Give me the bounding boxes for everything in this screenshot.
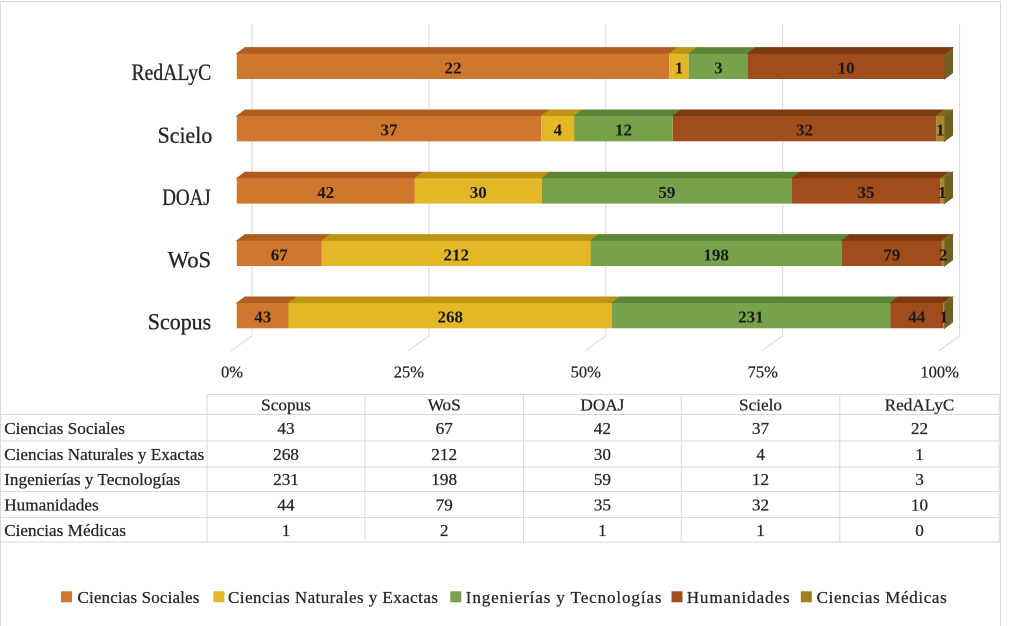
svg-text:79: 79 [436, 496, 453, 515]
svg-text:75%: 75% [748, 363, 779, 382]
svg-text:44: 44 [908, 308, 926, 327]
svg-text:268: 268 [273, 445, 299, 464]
svg-text:1: 1 [756, 521, 765, 540]
svg-text:DOAJ: DOAJ [162, 185, 211, 210]
svg-text:212: 212 [431, 445, 457, 464]
svg-text:42: 42 [317, 183, 334, 202]
svg-text:35: 35 [858, 183, 875, 202]
svg-text:Ciencias Médicas: Ciencias Médicas [817, 588, 948, 607]
svg-text:1: 1 [598, 521, 607, 540]
svg-text:43: 43 [277, 419, 294, 438]
svg-text:Ciencias Naturales y Exactas: Ciencias Naturales y Exactas [228, 588, 438, 607]
svg-text:10: 10 [911, 496, 928, 515]
svg-text:1: 1 [282, 521, 291, 540]
svg-text:Humanidades: Humanidades [4, 496, 99, 515]
svg-text:59: 59 [594, 470, 611, 489]
svg-text:79: 79 [883, 245, 900, 264]
svg-text:35: 35 [594, 496, 611, 515]
svg-text:22: 22 [445, 58, 462, 77]
svg-text:59: 59 [658, 183, 675, 202]
svg-text:WoS: WoS [428, 396, 461, 415]
svg-text:3: 3 [915, 470, 924, 489]
svg-text:RedALyC: RedALyC [885, 396, 955, 415]
svg-text:Ciencias Sociales: Ciencias Sociales [4, 419, 125, 438]
svg-text:1: 1 [915, 445, 924, 464]
svg-text:Ingenierías y Tecnologías: Ingenierías y Tecnologías [4, 470, 180, 489]
svg-text:1: 1 [936, 121, 945, 140]
svg-text:50%: 50% [571, 363, 602, 382]
svg-text:DOAJ: DOAJ [580, 396, 624, 415]
svg-text:WoS: WoS [168, 247, 212, 272]
svg-text:1: 1 [675, 58, 684, 77]
svg-text:231: 231 [738, 308, 764, 327]
svg-text:22: 22 [911, 419, 928, 438]
svg-text:2: 2 [440, 521, 449, 540]
svg-text:30: 30 [594, 445, 611, 464]
svg-text:212: 212 [443, 245, 469, 264]
svg-text:30: 30 [470, 183, 487, 202]
svg-text:198: 198 [703, 245, 729, 264]
svg-text:4: 4 [756, 445, 765, 464]
svg-text:67: 67 [271, 245, 289, 264]
svg-text:Scielo: Scielo [739, 396, 782, 415]
svg-text:32: 32 [752, 496, 769, 515]
svg-text:12: 12 [752, 470, 769, 489]
svg-text:Ciencias Sociales: Ciencias Sociales [78, 588, 200, 607]
svg-text:Scielo: Scielo [158, 123, 213, 148]
svg-text:3: 3 [714, 58, 723, 77]
svg-text:Scopus: Scopus [261, 396, 311, 415]
svg-text:42: 42 [594, 419, 611, 438]
svg-text:32: 32 [796, 121, 813, 140]
svg-text:1: 1 [940, 308, 949, 327]
svg-text:Scopus: Scopus [148, 309, 211, 334]
svg-text:10: 10 [838, 58, 855, 77]
svg-text:0: 0 [915, 521, 924, 540]
svg-text:37: 37 [381, 121, 399, 140]
svg-text:25%: 25% [394, 363, 425, 382]
svg-text:Humanidades: Humanidades [687, 588, 791, 607]
svg-text:Ciencias Naturales y Exactas: Ciencias Naturales y Exactas [4, 445, 204, 464]
svg-text:12: 12 [615, 121, 632, 140]
svg-text:1: 1 [938, 183, 947, 202]
svg-text:Ingenierías y Tecnologías: Ingenierías y Tecnologías [466, 588, 663, 607]
svg-text:67: 67 [436, 419, 454, 438]
svg-text:231: 231 [273, 470, 299, 489]
svg-text:198: 198 [431, 470, 457, 489]
svg-text:0%: 0% [221, 363, 243, 382]
svg-text:44: 44 [277, 496, 295, 515]
svg-text:100%: 100% [920, 363, 959, 382]
svg-text:2: 2 [939, 245, 948, 264]
svg-text:37: 37 [752, 419, 770, 438]
svg-text:4: 4 [553, 121, 562, 140]
svg-text:268: 268 [437, 308, 463, 327]
svg-text:RedALyC: RedALyC [132, 60, 212, 85]
svg-text:43: 43 [254, 308, 271, 327]
svg-text:Ciencias Médicas: Ciencias Médicas [4, 521, 126, 540]
